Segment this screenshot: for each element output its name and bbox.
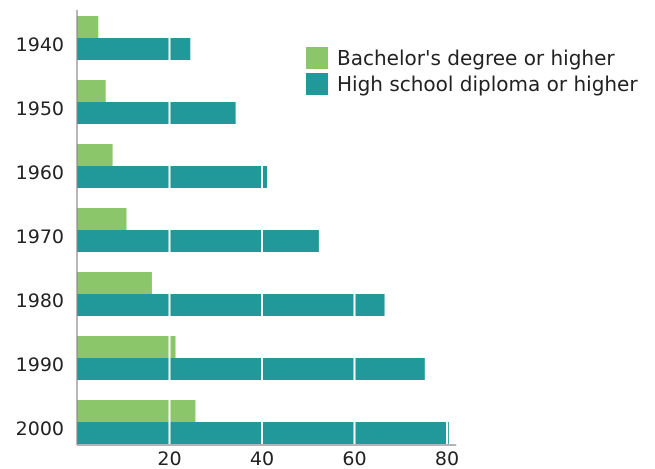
- x-tick-label-60: 60: [342, 448, 366, 469]
- bar-high-school-1990: [77, 358, 425, 380]
- y-tick-label-1940: 1940: [16, 34, 64, 56]
- bar-high-school-1950: [77, 102, 236, 124]
- bar-bachelors-1970: [77, 208, 127, 230]
- legend-label-high-school: High school diploma or higher: [337, 72, 638, 96]
- legend-label-bachelors: Bachelor's degree or higher: [337, 46, 615, 70]
- x-tick-label-80: 80: [435, 448, 459, 469]
- bar-bachelors-1960: [77, 144, 113, 166]
- y-tick-label-1970: 1970: [16, 226, 64, 248]
- legend-swatch-bachelors: [306, 47, 328, 69]
- x-tick-label-40: 40: [250, 448, 274, 469]
- bar-high-school-1980: [77, 294, 385, 316]
- x-tick-labels: 20 40 60 80: [157, 448, 459, 469]
- bar-bachelors-1940: [77, 16, 99, 38]
- y-tick-label-2000: 2000: [16, 418, 64, 440]
- bar-high-school-1940: [77, 38, 191, 60]
- gridlines: [168, 10, 448, 445]
- bar-bachelors-1950: [77, 80, 106, 102]
- y-tick-label-1980: 1980: [16, 290, 64, 312]
- y-tick-labels: 1940 1950 1960 1970 1980 1990 2000: [16, 34, 64, 440]
- bar-high-school-1970: [77, 230, 319, 252]
- x-tick-label-20: 20: [157, 448, 181, 469]
- y-tick-label-1990: 1990: [16, 354, 64, 376]
- bar-bachelors-2000: [77, 400, 196, 422]
- legend: Bachelor's degree or higher High school …: [306, 46, 638, 96]
- bar-high-school-1960: [77, 166, 268, 188]
- y-tick-label-1950: 1950: [16, 98, 64, 120]
- bar-bachelors-1980: [77, 272, 152, 294]
- bar-bachelors-1990: [77, 336, 176, 358]
- y-tick-label-1960: 1960: [16, 162, 64, 184]
- legend-swatch-high-school: [306, 73, 328, 95]
